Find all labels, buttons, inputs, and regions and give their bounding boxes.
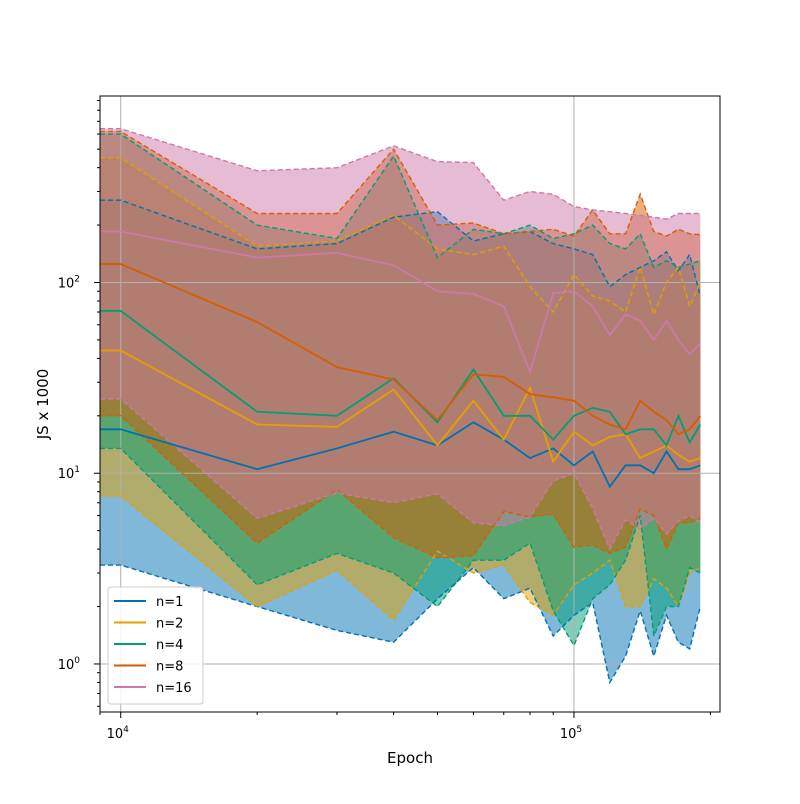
legend-label: n=16 [156, 681, 192, 696]
lower-edge-n-1 [100, 564, 701, 685]
legend-box [107, 586, 204, 705]
lower-edge-n-4 [100, 447, 701, 648]
legend: n=1 n=2 n=4 n=8 n=16 [107, 586, 204, 705]
y-axis-label: JS x 1000 [34, 369, 52, 441]
plot-frame [99, 95, 721, 713]
lower-edge-n-8 [100, 415, 701, 559]
legend-label: n=2 [156, 617, 183, 632]
mean-line-n-16 [100, 230, 701, 375]
mean-line-n-8 [100, 263, 702, 436]
band-n-16 [100, 128, 701, 550]
legend-label: n=4 [156, 638, 183, 653]
upper-edge-n-16 [100, 127, 701, 220]
lower-edge-n-2 [100, 495, 701, 622]
upper-edge-n-1 [100, 199, 701, 297]
band-fills [100, 128, 701, 683]
mean-line-n-1 [100, 421, 701, 489]
mean-lines [100, 230, 702, 489]
x-axis-label: Epoch [387, 749, 433, 767]
lower-edge-n-16 [100, 398, 701, 551]
mean-line-n-2 [100, 349, 701, 464]
upper-edge-n-4 [100, 133, 701, 269]
legend-label: n=8 [156, 660, 183, 675]
band-edges [100, 127, 701, 685]
mean-line-n-4 [100, 309, 702, 448]
upper-edge-n-2 [100, 157, 701, 317]
legend-label: n=1 [156, 595, 183, 610]
upper-edge-n-8 [100, 130, 701, 237]
